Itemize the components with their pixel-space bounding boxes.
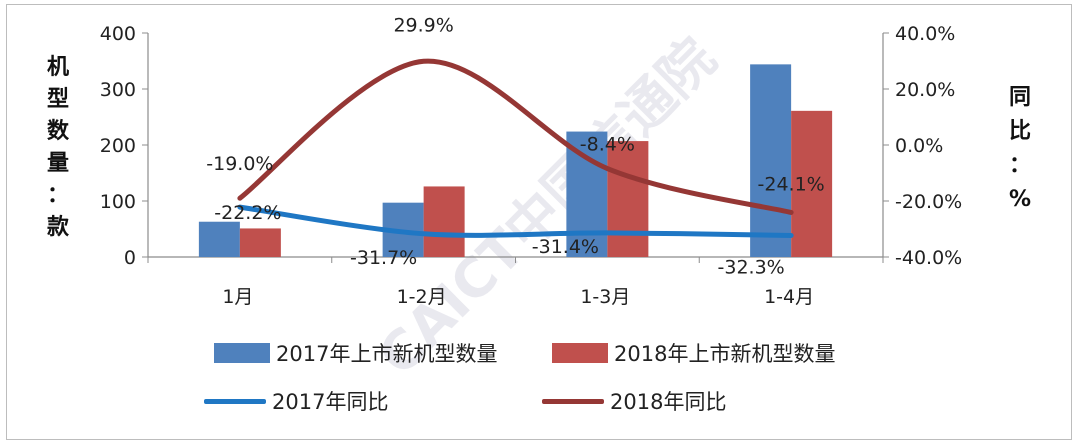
legend-item-bar-2017: 2017年上市新机型数量 (214, 338, 497, 368)
line-2018-yoy (237, 58, 794, 215)
x-tick-label: 1-4月 (764, 286, 814, 308)
bar-2017 (566, 131, 608, 257)
legend-swatch-line-2018 (542, 398, 604, 404)
bar-2018 (239, 228, 281, 257)
y-left-axis-title-char: 款 (47, 214, 70, 240)
y-right-tick-label: 40.0% (895, 23, 955, 45)
bar-2017 (198, 221, 240, 257)
data-label-2017-yoy: -22.2% (214, 202, 281, 224)
y-right-tick-label: -40.0% (895, 247, 962, 269)
legend-label-line-2017: 2017年同比 (272, 390, 389, 414)
y-right-axis-title-char: ： (1009, 153, 1031, 178)
legend-label-line-2018: 2018年同比 (610, 390, 727, 414)
y-right-axis-title-char: 比 (1009, 119, 1031, 144)
data-label-2018-yoy: -8.4% (580, 134, 635, 156)
y-left-tick-label: 300 (100, 79, 136, 101)
x-tick-label: 1月 (222, 286, 253, 308)
y-left-tick-label: 400 (100, 23, 136, 45)
legend-swatch-line-2017 (204, 398, 266, 404)
bar-2018 (607, 141, 649, 257)
y-left-axis-title-char: ： (47, 183, 69, 208)
legend-item-line-2018: 2018年同比 (542, 386, 726, 416)
y-left-axis-title-char: 数 (47, 118, 70, 144)
data-label-2017-yoy: -31.7% (350, 247, 417, 269)
y-right-axis-title-char: % (1009, 187, 1031, 212)
bar-2017 (750, 64, 792, 257)
y-left-tick-label: 200 (100, 135, 136, 157)
legend-swatch-bar-2017 (214, 343, 270, 363)
chart-frame (6, 4, 1072, 440)
x-tick-label: 1-3月 (580, 286, 630, 308)
y-right-tick-label: -20.0% (895, 191, 962, 213)
y-left-tick-label: 100 (100, 191, 136, 213)
legend-label-bar-2018: 2018年上市新机型数量 (614, 342, 836, 366)
y-right-tick-label: 0.0% (895, 135, 943, 157)
line-2017-yoy (237, 204, 794, 238)
data-label-2018-yoy: 29.9% (393, 14, 453, 36)
legend-item-bar-2018: 2018年上市新机型数量 (552, 338, 835, 368)
y-right-axis-title-char: 同 (1009, 85, 1031, 110)
data-label-2018-yoy: -19.0% (206, 153, 273, 175)
y-left-axis-title-char: 机 (47, 55, 69, 80)
legend-item-line-2017: 2017年同比 (204, 386, 388, 416)
bar-2018 (791, 110, 833, 257)
data-label-2018-yoy: -24.1% (758, 173, 825, 195)
x-tick-label: 1-2月 (397, 286, 447, 308)
y-right-tick-label: 20.0% (895, 79, 955, 101)
bar-2018 (423, 186, 465, 257)
y-left-tick-label: 0 (124, 247, 136, 269)
data-label-2017-yoy: -32.3% (718, 256, 785, 278)
legend-label-bar-2017: 2017年上市新机型数量 (276, 342, 498, 366)
y-left-axis-title-char: 量 (47, 151, 69, 176)
legend-swatch-bar-2018 (552, 343, 608, 363)
y-left-axis-title-char: 型 (47, 87, 69, 112)
data-label-2017-yoy: -31.4% (532, 236, 599, 258)
